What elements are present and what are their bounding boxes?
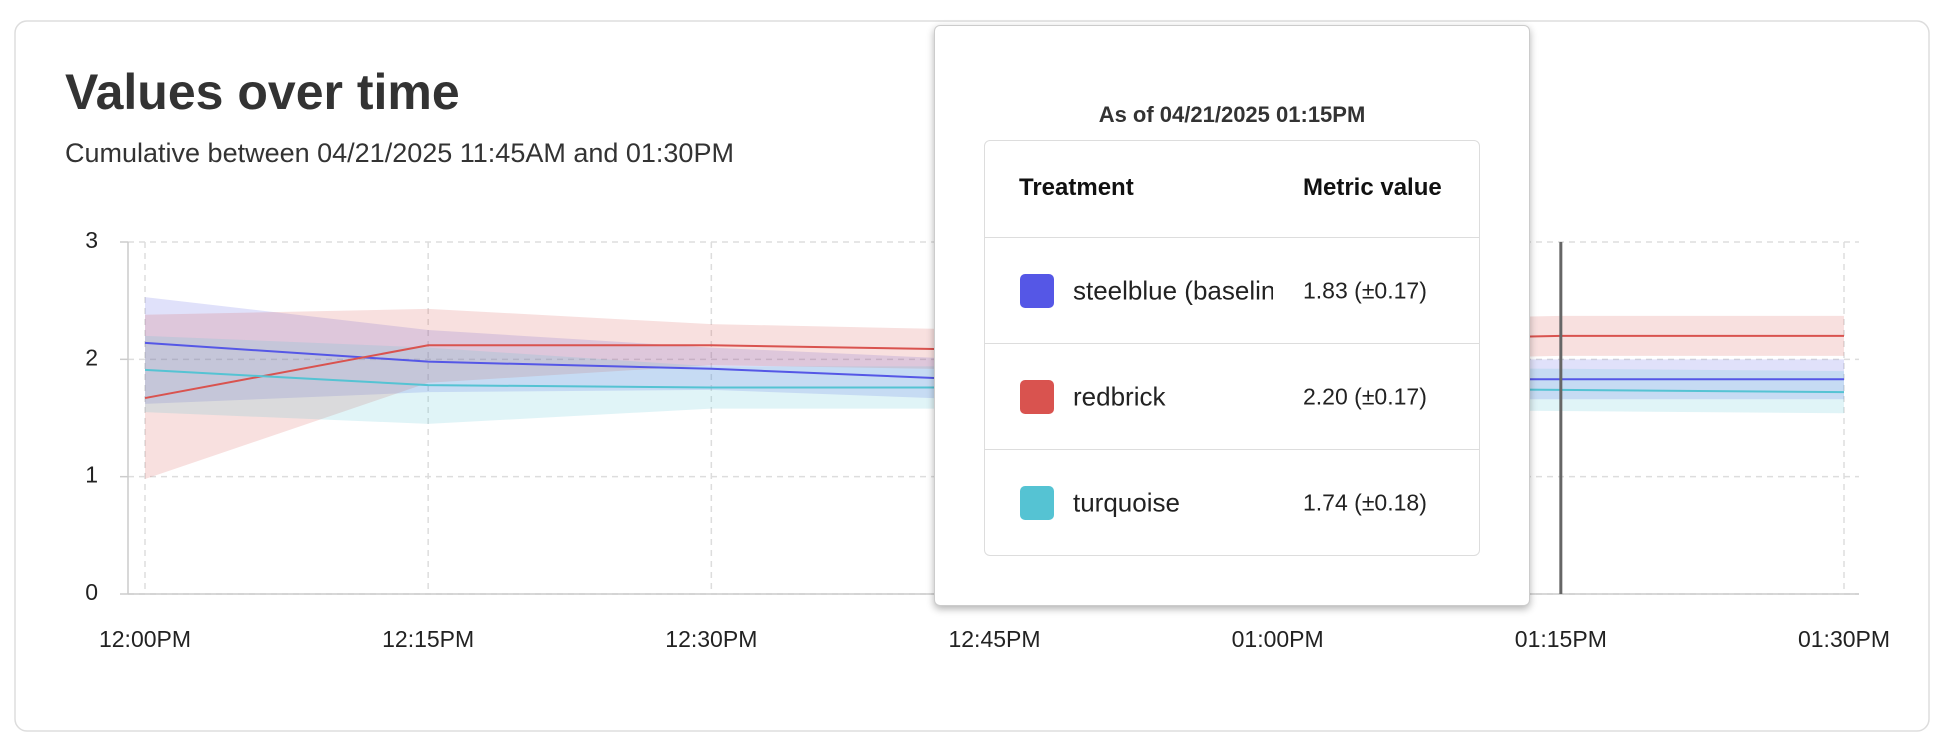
metric-value: 1.74 (±0.18)	[1303, 489, 1427, 516]
column-header: Metric value	[1303, 174, 1442, 201]
metric-value: 2.20 (±0.17)	[1303, 383, 1427, 410]
chart-subtitle: Cumulative between 04/21/2025 11:45AM an…	[65, 138, 734, 168]
tooltip-table: Treatment Metric value steelblue (baseli…	[984, 140, 1480, 556]
x-tick-label: 12:00PM	[99, 626, 191, 652]
y-tick-label: 1	[85, 462, 98, 488]
metric-value: 1.83 (±0.17)	[1303, 277, 1427, 304]
legend-label: redbrick	[1073, 381, 1166, 412]
y-tick-label: 0	[85, 579, 98, 605]
tooltip-row: redbrick 2.20 (±0.17)	[985, 343, 1479, 450]
x-tick-label: 12:30PM	[665, 626, 757, 652]
x-tick-label: 12:15PM	[382, 626, 474, 652]
legend-swatch	[1020, 274, 1054, 308]
tooltip-row: steelblue (baseline) 1.83 (±0.17)	[985, 237, 1479, 344]
tooltip-row: turquoise 1.74 (±0.18)	[985, 449, 1479, 556]
legend-swatch	[1020, 380, 1054, 414]
legend-swatch	[1020, 486, 1054, 520]
chart-title: Values over time	[65, 64, 460, 120]
x-tick-label: 01:00PM	[1232, 626, 1324, 652]
legend-label: steelblue (baseline)	[1073, 275, 1273, 306]
legend-label: turquoise	[1073, 487, 1180, 518]
y-tick-label: 3	[85, 227, 98, 253]
column-header: Treatment	[1019, 174, 1134, 201]
y-tick-label: 2	[85, 344, 98, 370]
tooltip-title: As of 04/21/2025 01:15PM	[1098, 102, 1366, 127]
x-tick-label: 01:30PM	[1798, 626, 1890, 652]
x-tick-label: 12:45PM	[948, 626, 1040, 652]
x-tick-label: 01:15PM	[1515, 626, 1607, 652]
tooltip: As of 04/21/2025 01:15PM Treatment Metri…	[934, 25, 1530, 606]
